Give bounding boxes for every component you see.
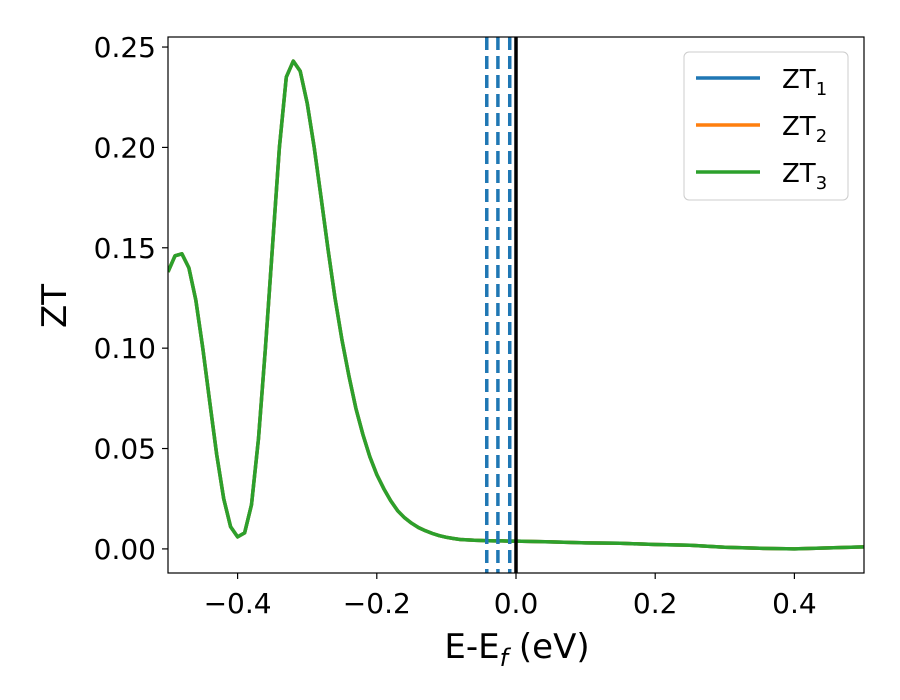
- reference-lines: [485, 37, 518, 573]
- x-axis: −0.4 −0.2 0.0 0.2 0.4: [204, 573, 817, 620]
- y-tick-label: 0.20: [94, 131, 156, 164]
- y-tick-label: 0.00: [94, 533, 156, 566]
- y-axis-label: ZT: [35, 284, 75, 328]
- x-tick-label: 0.2: [633, 587, 678, 620]
- legend-label: ZT3: [782, 159, 827, 194]
- legend-box: [683, 51, 849, 201]
- legend-label: ZT2: [782, 112, 827, 147]
- legend: ZT1 ZT2 ZT3: [683, 51, 849, 201]
- y-tick-label: 0.05: [94, 433, 156, 466]
- y-axis: 0.00 0.05 0.10 0.15 0.20 0.25: [94, 31, 168, 566]
- y-tick-label: 0.25: [94, 31, 156, 64]
- y-tick-label: 0.15: [94, 232, 156, 265]
- x-axis-label: E-Ef (eV): [444, 627, 589, 672]
- x-tick-label: 0.4: [772, 587, 817, 620]
- x-tick-label: −0.2: [343, 587, 411, 620]
- x-tick-label: −0.4: [204, 587, 272, 620]
- legend-label: ZT1: [782, 65, 827, 100]
- x-tick-label: 0.0: [494, 587, 539, 620]
- y-tick-label: 0.10: [94, 332, 156, 365]
